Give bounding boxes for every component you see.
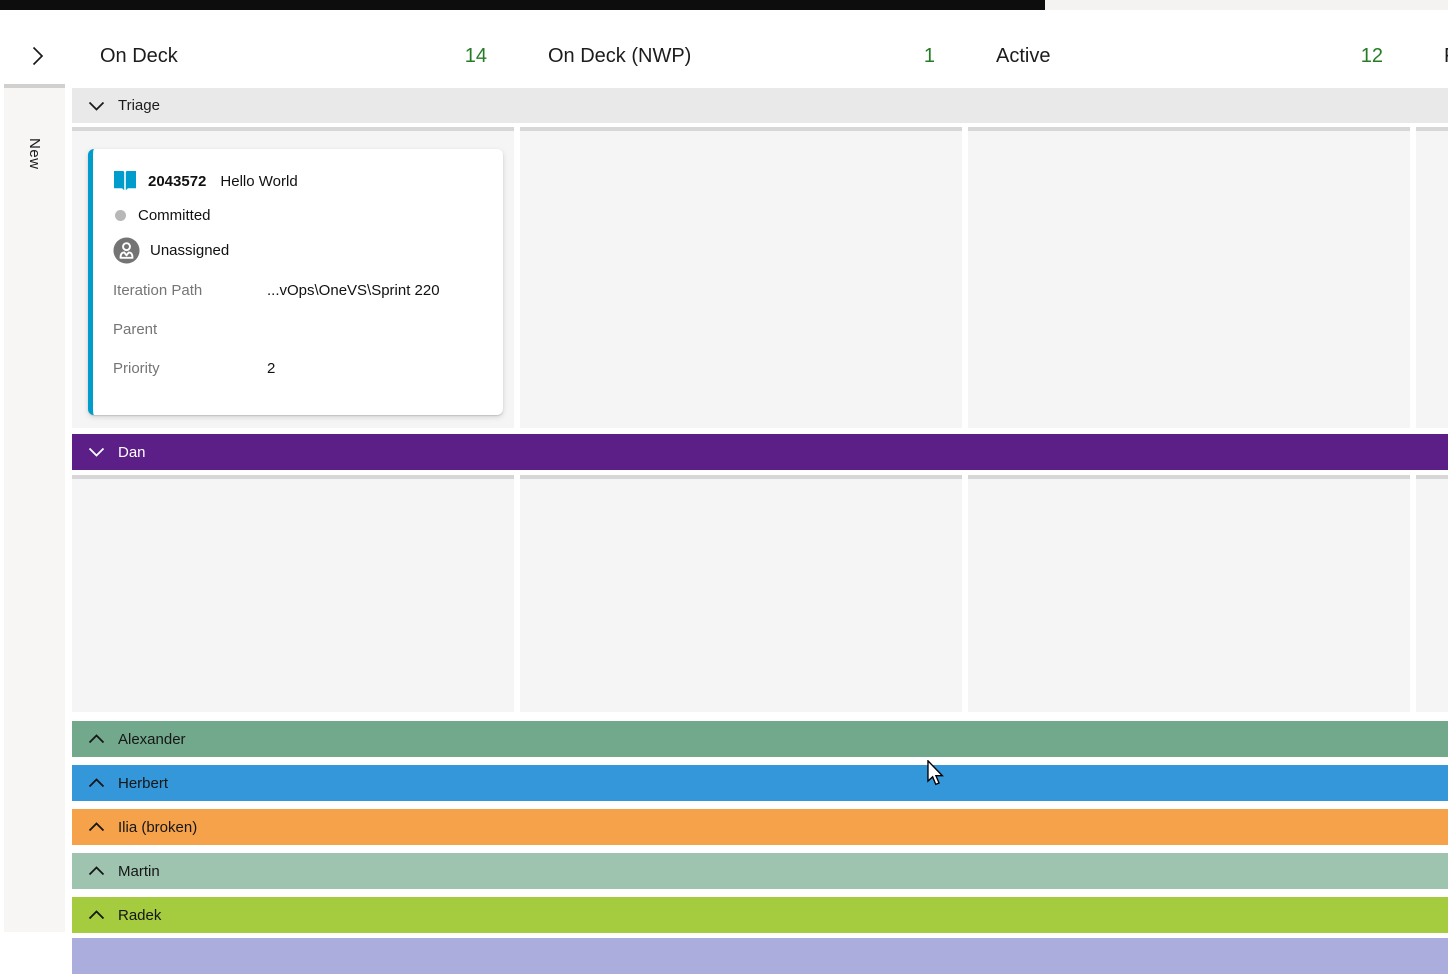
- column-count: 12: [1360, 44, 1383, 67]
- swimlane-dan-row: [72, 475, 1448, 712]
- board-cell-active-triage: [968, 127, 1410, 428]
- swimlane-label: Ilia (broken): [118, 818, 198, 836]
- chevron-down-icon: [88, 101, 105, 111]
- field-value: ...vOps\OneVS\Sprint 220: [267, 282, 440, 299]
- swimlane-header-herbert[interactable]: Herbert: [72, 765, 1448, 801]
- work-item-card[interactable]: 2043572 Hello World Committed: [88, 149, 503, 415]
- swimlane-header-alexander[interactable]: Alexander: [72, 721, 1448, 757]
- swimlane-header-dan[interactable]: Dan: [72, 434, 1448, 470]
- swimlane-header-radek[interactable]: Radek: [72, 897, 1448, 933]
- swimlane-label: Martin: [118, 862, 160, 880]
- column-label: Active: [996, 44, 1051, 67]
- board-cell-active-dan: [968, 475, 1410, 712]
- user-story-icon: [113, 171, 137, 192]
- swimlane-header-martin[interactable]: Martin: [72, 853, 1448, 889]
- column-label: F: [1444, 45, 1448, 68]
- assignee-label[interactable]: Unassigned: [150, 242, 230, 259]
- column-header-on-deck-nwp: On Deck (NWP) 1: [520, 28, 962, 84]
- field-parent: Parent: [113, 318, 485, 342]
- collapsed-column-new[interactable]: New: [4, 84, 65, 932]
- chevron-down-icon: [88, 447, 105, 457]
- swimlane-triage-row: 2043572 Hello World Committed: [72, 127, 1448, 428]
- column-header-active: Active 12: [968, 28, 1410, 84]
- column-count: 14: [464, 44, 487, 67]
- collapsed-column-label: New: [26, 138, 43, 170]
- chevron-right-icon: [32, 46, 44, 66]
- state-dot-icon: [115, 210, 126, 221]
- field-label: Parent: [113, 321, 158, 338]
- unassigned-avatar-icon: [113, 237, 140, 264]
- column-label: On Deck: [100, 44, 178, 67]
- work-item-state: Committed: [138, 207, 211, 224]
- work-item-id: 2043572: [148, 173, 207, 190]
- board-cell-4-dan: [1416, 475, 1448, 712]
- swimlane-label: Radek: [118, 906, 162, 924]
- board-cell-on-deck-nwp-triage: [520, 127, 962, 428]
- chevron-up-icon: [88, 778, 105, 788]
- swimlane-label: Triage: [118, 97, 160, 114]
- field-priority: Priority 2: [113, 357, 485, 381]
- board-cell-on-deck-triage: 2043572 Hello World Committed: [72, 127, 514, 428]
- column-headers: On Deck 14 On Deck (NWP) 1 Active 12 F: [72, 28, 1448, 84]
- chevron-up-icon: [88, 866, 105, 876]
- column-count: 1: [923, 44, 935, 67]
- board-cell-on-deck-nwp-dan: [520, 475, 962, 712]
- swimlane-label: Dan: [118, 443, 146, 461]
- board-cell-on-deck-dan: [72, 475, 514, 712]
- swimlane-header-partial[interactable]: [72, 938, 1448, 974]
- field-value: 2: [267, 360, 276, 377]
- column-header-on-deck: On Deck 14: [72, 28, 514, 84]
- work-item-title[interactable]: Hello World: [220, 173, 298, 190]
- field-label: Iteration Path: [113, 282, 203, 299]
- expand-column-button[interactable]: [24, 42, 52, 70]
- field-label: Priority: [113, 360, 160, 377]
- swimlane-label: Herbert: [118, 774, 169, 792]
- swimlane-header-ilia-broken[interactable]: Ilia (broken): [72, 809, 1448, 845]
- top-bar: [0, 0, 1448, 10]
- swimlane-header-triage[interactable]: Triage: [72, 88, 1448, 123]
- field-iteration-path: Iteration Path ...vOps\OneVS\Sprint 220: [113, 279, 485, 303]
- chevron-up-icon: [88, 910, 105, 920]
- swimlane-label: Alexander: [118, 730, 186, 748]
- column-header-4: F: [1416, 28, 1448, 84]
- top-bar-dark-segment: [0, 0, 1045, 10]
- kanban-board: Triage 2043572 Hello World: [72, 88, 1448, 974]
- chevron-up-icon: [88, 734, 105, 744]
- chevron-up-icon: [88, 822, 105, 832]
- column-label: On Deck (NWP): [548, 44, 692, 67]
- board-cell-4-triage: [1416, 127, 1448, 428]
